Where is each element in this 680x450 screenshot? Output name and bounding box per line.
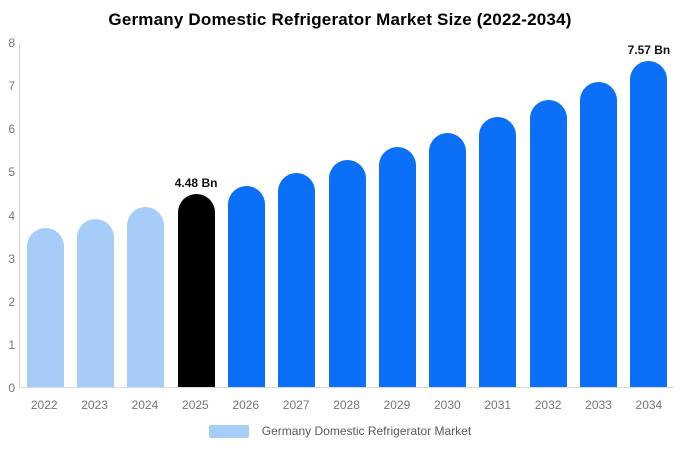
- y-tick-label-6: 6: [8, 122, 15, 137]
- x-tick-label-2026: 2026: [232, 398, 260, 412]
- bar-slot-2023: [70, 43, 120, 387]
- y-tick-label-0: 0: [8, 381, 15, 395]
- bar-slot-2032: [523, 43, 573, 387]
- bar-2032[interactable]: [529, 100, 567, 387]
- x-tick-label-2028: 2028: [333, 398, 360, 412]
- x-tick-label-2029: 2029: [383, 398, 411, 412]
- y-tick-label-7: 7: [8, 79, 15, 94]
- x-tick-label-2033: 2033: [585, 398, 612, 412]
- bar-2028[interactable]: [328, 160, 366, 387]
- x-tick-label-2023: 2023: [81, 398, 108, 412]
- plot-area: 4.48 Bn 7.57 Bn: [19, 43, 674, 388]
- bar-slot-2024: [121, 43, 171, 387]
- x-tick-label-2027: 2027: [282, 398, 310, 412]
- bar-2029[interactable]: [378, 146, 416, 387]
- bar-2025[interactable]: [177, 193, 215, 387]
- x-tick-label-2024: 2024: [131, 398, 159, 412]
- y-tick-label-2: 2: [8, 294, 15, 309]
- legend: Germany Domestic Refrigerator Market: [0, 424, 680, 438]
- bar-slot-2033: [573, 43, 623, 387]
- bar-value-label-2034: 7.57 Bn: [627, 42, 671, 57]
- x-tick-label-2032: 2032: [534, 398, 562, 412]
- bar-2031[interactable]: [479, 117, 517, 387]
- chart-title: Germany Domestic Refrigerator Market Siz…: [108, 10, 572, 29]
- bar-slot-2034: 7.57 Bn: [624, 43, 674, 387]
- bar-2023[interactable]: [76, 219, 114, 387]
- x-tick-label-2030: 2030: [433, 398, 461, 412]
- bar-2026[interactable]: [227, 186, 265, 387]
- y-tick-label-5: 5: [8, 165, 15, 180]
- bar-slot-2027: [272, 43, 322, 387]
- bar-2027[interactable]: [278, 173, 316, 387]
- bar-slot-2029: [372, 43, 422, 387]
- bar-slot-2025: 4.48 Bn: [171, 43, 221, 387]
- x-tick-label-2031: 2031: [484, 398, 512, 412]
- x-tick-label-2022: 2022: [30, 398, 58, 412]
- bar-slot-2028: [322, 43, 372, 387]
- bar-slot-2022: [20, 43, 70, 387]
- legend-label: Germany Domestic Refrigerator Market: [261, 424, 472, 438]
- bar-2030[interactable]: [429, 133, 467, 387]
- bar-slot-2030: [423, 43, 473, 387]
- bar-slot-2031: [473, 43, 523, 387]
- x-axis: 2022 2023 2024 2025 2026 2027 2028 2029 2030 2031…: [19, 398, 674, 412]
- legend-swatch: [208, 424, 249, 438]
- y-tick-label-3: 3: [8, 251, 15, 266]
- bar-slot-2026: [221, 43, 271, 387]
- y-tick-label-1: 1: [8, 337, 15, 352]
- bar-2033[interactable]: [580, 81, 618, 387]
- x-tick-label-2025: 2025: [182, 398, 209, 412]
- legend-item[interactable]: Germany Domestic Refrigerator Market: [208, 424, 472, 438]
- bar-2024[interactable]: [127, 206, 165, 387]
- bar-value-label-2025: 4.48 Bn: [174, 175, 218, 190]
- y-tick-label-8: 8: [8, 36, 15, 50]
- y-tick-label-4: 4: [8, 208, 15, 223]
- x-tick-label-2034: 2034: [635, 398, 663, 412]
- bar-2022[interactable]: [26, 227, 64, 387]
- bar-2034[interactable]: [630, 60, 668, 387]
